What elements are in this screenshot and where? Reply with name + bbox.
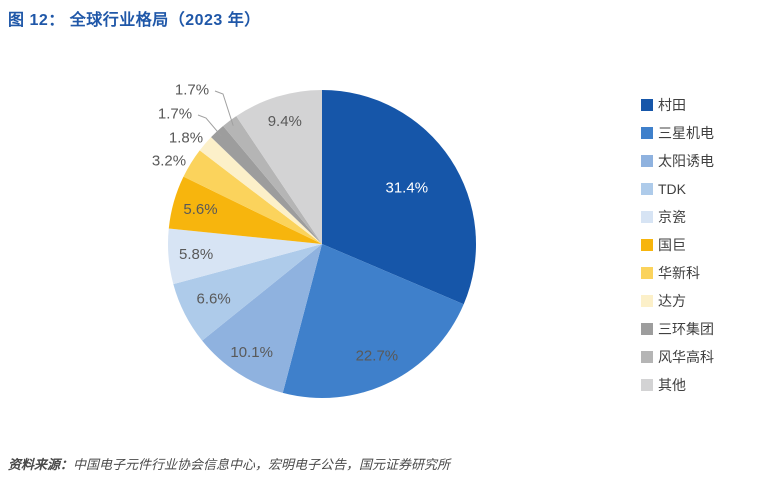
pie-slice-华新科 — [183, 150, 322, 244]
pie-slice-太阳诱电 — [202, 244, 322, 393]
pie-slice-村田 — [322, 90, 476, 305]
figure-title: 图 12： 全球行业格局（2023 年） — [8, 12, 261, 29]
legend-label: 达方 — [658, 293, 686, 309]
data-label-京瓷: 5.8% — [179, 246, 213, 263]
legend-item-三星机电: 三星机电 — [641, 119, 714, 147]
legend-swatch-icon — [641, 267, 653, 279]
source-text: 中国电子元件行业协会信息中心，宏明电子公告，国元证券研究所 — [73, 457, 451, 472]
legend-label: 村田 — [658, 97, 686, 113]
legend-item-TDK: TDK — [641, 175, 714, 203]
legend-swatch-icon — [641, 239, 653, 251]
legend-label: 其他 — [658, 377, 686, 393]
legend-swatch-icon — [641, 323, 653, 335]
legend-label: 太阳诱电 — [658, 153, 714, 169]
legend-label: 京瓷 — [658, 209, 686, 225]
legend-label: 国巨 — [658, 237, 686, 253]
data-label-华新科: 3.2% — [152, 153, 186, 170]
data-label-达方: 1.8% — [169, 130, 203, 147]
legend-item-村田: 村田 — [641, 91, 714, 119]
legend-item-风华高科: 风华高科 — [641, 343, 714, 371]
legend-swatch-icon — [641, 127, 653, 139]
legend-item-京瓷: 京瓷 — [641, 203, 714, 231]
pie-slice-京瓷 — [168, 228, 322, 285]
legend-item-达方: 达方 — [641, 287, 714, 315]
data-label-国巨: 5.6% — [183, 201, 217, 218]
source-note: 资料来源：中国电子元件行业协会信息中心，宏明电子公告，国元证券研究所 — [8, 454, 450, 473]
legend-item-华新科: 华新科 — [641, 259, 714, 287]
legend-label: 三环集团 — [658, 321, 714, 337]
legend-swatch-icon — [641, 99, 653, 111]
data-label-风华高科: 1.7% — [175, 82, 209, 99]
legend-item-太阳诱电: 太阳诱电 — [641, 147, 714, 175]
data-label-村田: 31.4% — [386, 179, 429, 196]
legend-item-国巨: 国巨 — [641, 231, 714, 259]
pie-slice-三环集团 — [211, 125, 322, 244]
data-label-其他: 9.4% — [268, 113, 302, 130]
legend-item-其他: 其他 — [641, 371, 714, 399]
leader-line-风华高科 — [214, 90, 234, 126]
pie-slice-达方 — [199, 137, 322, 244]
leader-line-三环集团 — [197, 114, 222, 137]
pie-slice-国巨 — [168, 176, 322, 244]
legend: 村田三星机电太阳诱电 TDK 京瓷国巨华新科达方三环集团风华高科其他 — [641, 91, 714, 399]
data-label-三星机电: 22.7% — [356, 348, 399, 365]
legend-label: 三星机电 — [658, 125, 714, 141]
pie-slice-其他 — [236, 90, 322, 244]
data-label-三环集团: 1.7% — [158, 106, 192, 123]
legend-swatch-icon — [641, 295, 653, 307]
pie-slice-TDK — [173, 244, 322, 341]
legend-swatch-icon — [641, 379, 653, 391]
legend-swatch-icon — [641, 211, 653, 223]
data-label-太阳诱电: 10.1% — [230, 344, 273, 361]
legend-item-三环集团: 三环集团 — [641, 315, 714, 343]
pie-slice-三星机电 — [282, 244, 464, 398]
legend-swatch-icon — [641, 351, 653, 363]
legend-swatch-icon — [641, 183, 653, 195]
data-label-TDK: 6.6% — [196, 291, 230, 308]
legend-label: 华新科 — [658, 265, 700, 281]
legend-label: 风华高科 — [658, 349, 714, 365]
legend-label: TDK — [658, 181, 686, 197]
pie-slice-风华高科 — [223, 116, 322, 244]
source-prefix: 资料来源： — [8, 457, 74, 472]
legend-swatch-icon — [641, 155, 653, 167]
